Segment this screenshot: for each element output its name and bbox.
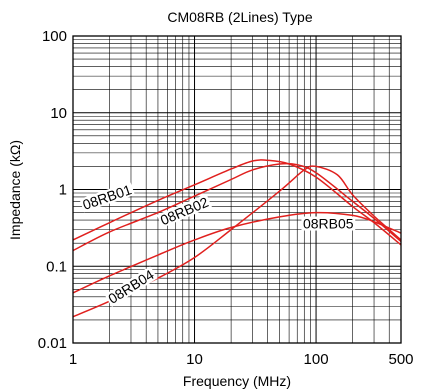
y-tick-label: 100 — [42, 28, 67, 45]
grid — [73, 36, 401, 343]
series-label-bg — [79, 181, 135, 213]
y-axis-label: Impedance (kΩ) — [7, 140, 23, 240]
x-axis-label: Frequency (MHz) — [183, 373, 291, 389]
y-tick-label: 1 — [59, 182, 67, 199]
series-label-bg — [301, 216, 356, 231]
x-tick-label: 100 — [304, 351, 329, 368]
y-tick-label: 0.01 — [38, 335, 67, 352]
series-line-08rb05 — [72, 211, 402, 294]
plot-frame — [72, 35, 402, 344]
y-tick-label: 10 — [50, 105, 67, 122]
y-tick-labels: 0.01 0.1 1 10 100 — [38, 28, 67, 352]
chart-title: CM08RB (2Lines) Type — [167, 9, 312, 25]
series-label-08rb01: 08RB01 — [81, 181, 134, 213]
series-line-08rb01 — [72, 159, 402, 246]
series-label-bg — [156, 193, 212, 228]
x-tick-label: 10 — [186, 351, 203, 368]
series-label-bg — [104, 266, 158, 307]
x-tick-labels: 1 10 100 500 — [69, 351, 414, 368]
y-tick-label: 0.1 — [46, 258, 67, 275]
x-tick-label: 1 — [69, 351, 77, 368]
series-label-08rb05: 08RB05 — [303, 216, 354, 232]
series-label-08rb02: 08RB02 — [158, 194, 211, 229]
x-tick-label: 500 — [388, 351, 413, 368]
series-line-08rb02 — [72, 162, 402, 252]
